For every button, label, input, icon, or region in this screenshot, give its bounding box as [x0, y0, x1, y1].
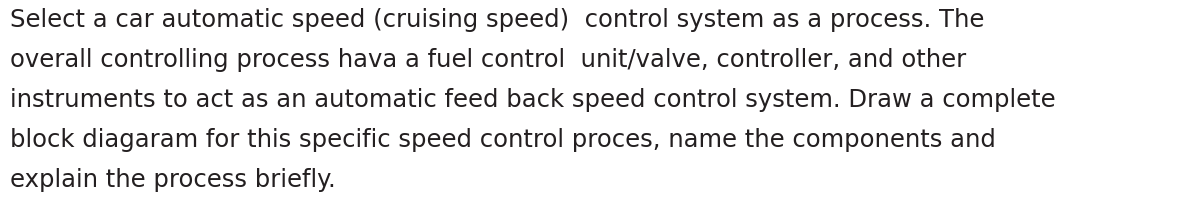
Text: block diagaram for this specific speed control proces, name the components and: block diagaram for this specific speed c… [10, 127, 996, 151]
Text: instruments to act as an automatic feed back speed control system. Draw a comple: instruments to act as an automatic feed … [10, 88, 1056, 111]
Text: Select a car automatic speed (cruising speed)  control system as a process. The: Select a car automatic speed (cruising s… [10, 8, 984, 32]
Text: overall controlling process hava a fuel control  unit/valve, controller, and oth: overall controlling process hava a fuel … [10, 48, 966, 72]
Text: explain the process briefly.: explain the process briefly. [10, 167, 336, 191]
